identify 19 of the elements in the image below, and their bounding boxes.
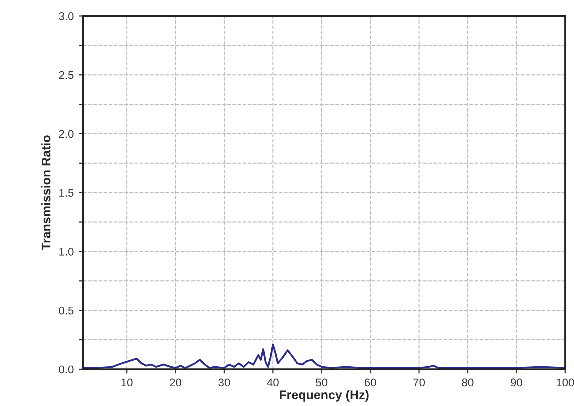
y-axis-title: Transmission Ratio — [42, 136, 51, 250]
y-tick-label: 3.0 — [59, 12, 74, 20]
x-tick-label: 100 — [556, 378, 574, 387]
y-tick-label: 0.0 — [59, 366, 74, 374]
x-tick-label: 20 — [170, 378, 182, 387]
x-tick-label: 70 — [414, 378, 426, 387]
y-tick-label: 0.5 — [59, 306, 74, 315]
y-tick-label: 1.0 — [60, 248, 74, 256]
y-tick-label: 1.5 — [60, 189, 74, 197]
x-tick-label: 10 — [122, 378, 133, 387]
x-tick-label: 90 — [511, 378, 522, 387]
x-axis-title: Frequency (Hz) — [280, 390, 369, 402]
x-tick-label: 30 — [218, 378, 230, 387]
x-tick-label: 50 — [316, 378, 328, 387]
y-tick-label: 2.0 — [59, 130, 74, 138]
x-tick-label: 80 — [462, 378, 474, 387]
y-tick-label: 2.5 — [59, 71, 74, 80]
x-tick-label: 40 — [267, 378, 279, 387]
x-tick-label: 60 — [364, 378, 376, 387]
